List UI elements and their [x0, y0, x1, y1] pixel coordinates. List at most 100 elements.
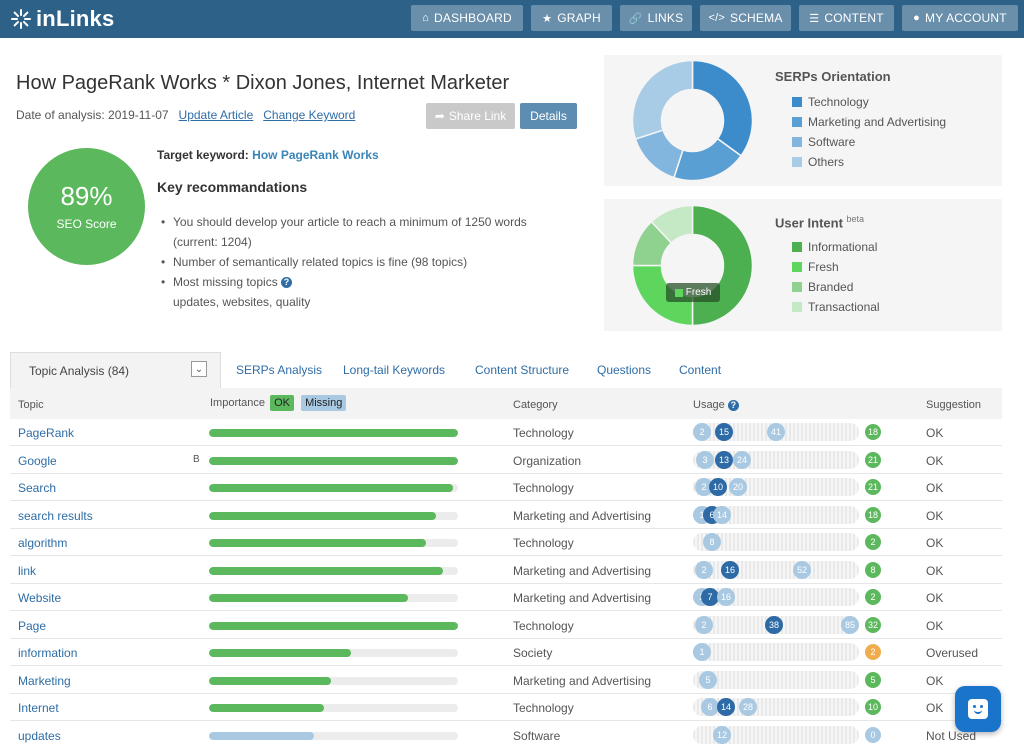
- usage-track: 2 38 85: [693, 616, 859, 634]
- column-header-usage[interactable]: Usage ?: [693, 399, 739, 411]
- usage-track: 12: [693, 726, 859, 744]
- target-keyword-label: Target keyword:: [157, 148, 249, 162]
- details-button[interactable]: Details: [520, 103, 577, 129]
- analysis-tabs: Topic Analysis (84) ⌄ SERPs Analysis Lon…: [10, 352, 1002, 389]
- column-header-topic[interactable]: Topic: [18, 399, 44, 411]
- column-header-importance[interactable]: Importance OK Missing: [210, 395, 347, 411]
- legend-swatch: [792, 117, 802, 127]
- usage-count-badge: 21: [865, 452, 881, 468]
- importance-bar: [209, 704, 458, 712]
- nav-my-account-button[interactable]: ● MY ACCOUNT: [902, 5, 1018, 31]
- topic-link[interactable]: Internet: [18, 701, 59, 715]
- nav-content-button[interactable]: ☰ CONTENT: [799, 5, 894, 31]
- topic-link[interactable]: PageRank: [18, 426, 75, 440]
- help-icon[interactable]: ?: [727, 399, 739, 411]
- update-article-link[interactable]: Update Article: [178, 108, 254, 122]
- importance-bar: [209, 567, 458, 575]
- suggestion-cell: OK: [926, 591, 944, 605]
- nav-graph-button[interactable]: ★ GRAPH: [531, 5, 612, 31]
- importance-label: Importance: [210, 397, 266, 409]
- legend-item: Technology: [792, 92, 946, 112]
- tab-long-tail-keywords[interactable]: Long-tail Keywords: [343, 363, 446, 377]
- usage-marker: 8: [703, 533, 721, 551]
- share-link-button[interactable]: ➦ Share Link: [426, 103, 515, 129]
- topic-link[interactable]: Search: [18, 481, 57, 495]
- article-meta: Date of analysis: 2019-11-07 Update Arti…: [16, 108, 355, 122]
- topic-link[interactable]: link: [18, 564, 37, 578]
- inlinks-logo[interactable]: inLinks: [10, 5, 114, 33]
- usage-marker: 5: [699, 671, 717, 689]
- link-icon: 🔗: [628, 12, 643, 25]
- legend-item: Software: [792, 132, 946, 152]
- importance-bar-fill: [209, 567, 444, 575]
- chevron-down-icon[interactable]: ⌄: [191, 361, 207, 377]
- recommendation-item: Most missing topics ?: [161, 272, 527, 292]
- nav-dashboard-button[interactable]: ⌂ DASHBOARD: [411, 5, 523, 31]
- usage-track: 3 13 24: [693, 451, 859, 469]
- column-header-suggestion[interactable]: Suggestion: [926, 399, 982, 411]
- topic-link[interactable]: algorithm: [18, 536, 68, 550]
- nav-label: CONTENT: [824, 11, 884, 25]
- donut-slice-transactional[interactable]: [650, 205, 694, 244]
- suggestion-cell: OK: [926, 509, 944, 523]
- legend-swatch: [792, 97, 802, 107]
- topic-link[interactable]: Page: [18, 619, 47, 633]
- content-icon: ☰: [809, 12, 820, 25]
- recommendation-item: You should develop your article to reach…: [161, 212, 527, 232]
- home-icon: ⌂: [422, 12, 430, 24]
- suggestion-cell: OK: [926, 481, 944, 495]
- nav-schema-button[interactable]: </> SCHEMA: [700, 5, 791, 31]
- usage-track: 2 16 52: [693, 561, 859, 579]
- usage-marker: 2: [693, 423, 711, 441]
- donut-slice-informational[interactable]: [691, 205, 753, 326]
- tab-content[interactable]: Content: [679, 363, 722, 377]
- legend-item: Informational: [792, 237, 880, 257]
- legend-label: Others: [808, 155, 845, 169]
- importance-bar-fill: [209, 649, 351, 657]
- tab-content-structure[interactable]: Content Structure: [475, 363, 570, 377]
- nav-links-button[interactable]: 🔗 LINKS: [620, 5, 692, 31]
- legend-swatch: [792, 242, 802, 252]
- serps-orientation-panel: SERPs Orientation Technology Marketing a…: [604, 55, 1002, 186]
- topic-link[interactable]: search results: [18, 509, 93, 523]
- topic-link[interactable]: Website: [18, 591, 62, 605]
- seo-score-value: 89%: [60, 181, 113, 211]
- donut-slice-others[interactable]: [632, 60, 694, 140]
- topic-link[interactable]: updates: [18, 729, 61, 743]
- nav-label: DASHBOARD: [434, 11, 512, 25]
- missing-badge: Missing: [301, 395, 347, 411]
- tab-serps-analysis[interactable]: SERPs Analysis: [236, 363, 323, 377]
- usage-marker: 52: [793, 561, 811, 579]
- tab-questions[interactable]: Questions: [597, 363, 652, 377]
- table-row: search results Marketing and Advertising 1…: [10, 502, 1002, 529]
- importance-bar-fill: [209, 539, 426, 547]
- category-cell: Marketing and Advertising: [513, 674, 652, 688]
- topic-link[interactable]: information: [18, 646, 78, 660]
- usage-label: Usage: [693, 399, 725, 411]
- topic-link[interactable]: Marketing: [18, 674, 71, 688]
- legend-label: Branded: [808, 280, 854, 294]
- help-icon[interactable]: ?: [281, 277, 293, 289]
- legend-item: Marketing and Advertising: [792, 112, 946, 132]
- table-row: information Society 1 2 Overused: [10, 639, 1002, 666]
- donut-slice-technology[interactable]: [691, 60, 753, 157]
- top-navbar: inLinks ⌂ DASHBOARD ★ GRAPH 🔗 LINKS </> …: [0, 0, 1024, 38]
- column-header-category[interactable]: Category: [513, 399, 558, 411]
- importance-bar: [209, 677, 458, 685]
- importance-bar-fill: [209, 457, 458, 465]
- topic-link[interactable]: Google: [18, 454, 57, 468]
- legend-label: Informational: [808, 240, 878, 254]
- user-intent-legend: Informational Fresh Branded Transactiona…: [792, 237, 880, 317]
- change-keyword-link[interactable]: Change Keyword: [263, 108, 356, 122]
- usage-count-badge: 2: [865, 589, 881, 605]
- usage-track: 2 15 41: [693, 423, 859, 441]
- chat-widget-button[interactable]: [955, 686, 1001, 732]
- usage-marker: 15: [715, 423, 733, 441]
- nav-label: SCHEMA: [729, 11, 783, 25]
- legend-label: Technology: [808, 95, 869, 109]
- beta-badge: beta: [846, 214, 865, 224]
- tab-topic-analysis[interactable]: Topic Analysis (84): [10, 352, 221, 389]
- page-title: How PageRank Works * Dixon Jones, Intern…: [16, 72, 510, 94]
- importance-bar: [209, 429, 458, 437]
- share-label: Share Link: [448, 109, 507, 123]
